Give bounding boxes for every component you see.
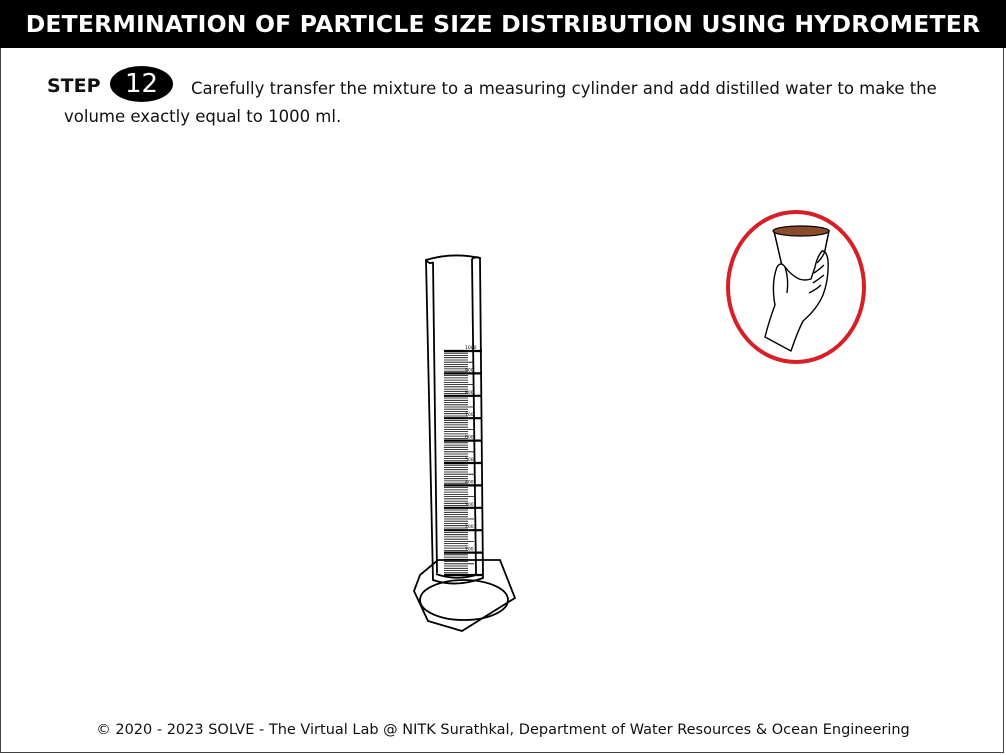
footer-copyright: © 2020 - 2023 SOLVE - The Virtual Lab @ … (96, 722, 910, 738)
scale-label: 200 (465, 524, 474, 530)
scale-label: 300 (465, 502, 474, 508)
scale-label: 800 (465, 390, 474, 396)
scale-label: 400 (465, 479, 474, 485)
scale-label: 1000 (465, 345, 477, 351)
step-label: STEP (47, 75, 101, 97)
page-title: DETERMINATION OF PARTICLE SIZE DISTRIBUT… (0, 0, 1006, 48)
graduation-labels: 1000 900 800 700 600 500 400 300 200 100 (465, 345, 477, 553)
scale-label: 600 (465, 435, 474, 441)
beaker-in-hand-button[interactable] (725, 209, 868, 365)
hand-holding-beaker-icon (726, 210, 866, 364)
scale-label: 100 (465, 547, 474, 553)
scale-label: 700 (465, 412, 474, 418)
soil-mixture (772, 225, 830, 237)
graduation-ticks (444, 349, 482, 577)
step-instruction: Carefully transfer the mixture to a meas… (64, 79, 937, 126)
measuring-cylinder: 1000 900 800 700 600 500 400 300 200 100 (413, 254, 517, 632)
scale-label: 500 (465, 457, 474, 463)
scale-label: 900 (465, 367, 474, 373)
step-number-badge: 12 (110, 66, 173, 102)
cylinder-tube (425, 254, 484, 585)
cylinder-base (413, 559, 517, 632)
